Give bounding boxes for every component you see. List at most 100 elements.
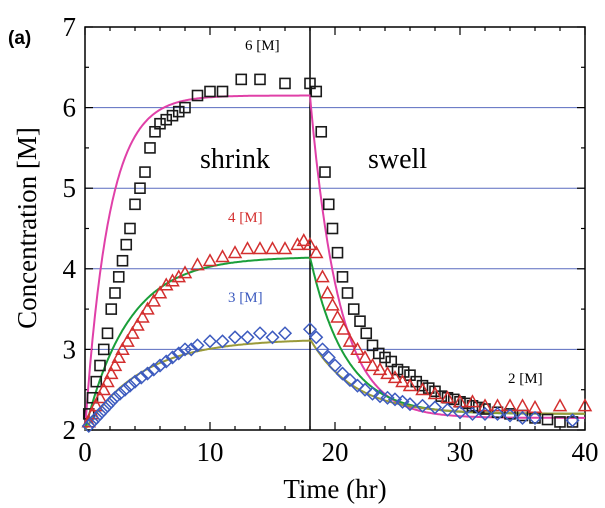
data-point-triangle xyxy=(227,245,243,259)
y-axis-label: Concentration [M] xyxy=(12,127,42,329)
data-point-square xyxy=(336,271,349,283)
data-point-triangle xyxy=(135,309,150,323)
data-point-triangle xyxy=(265,241,280,255)
data-point-diamond xyxy=(427,400,443,415)
data-point-triangle xyxy=(315,269,330,283)
data-point-square xyxy=(347,303,360,315)
data-point-triangle xyxy=(350,341,365,355)
data-point-square xyxy=(216,85,229,98)
data-point-square xyxy=(435,390,448,402)
data-point-square xyxy=(97,343,110,356)
data-point-triangle xyxy=(111,349,127,364)
data-point-triangle xyxy=(380,366,395,380)
data-point-triangle xyxy=(125,325,140,339)
data-point-triangle xyxy=(308,245,324,259)
data-point-triangle xyxy=(290,237,305,251)
data-point-triangle xyxy=(107,357,123,372)
data-point-triangle xyxy=(402,378,418,392)
data-point-triangle xyxy=(100,374,115,388)
data-point-triangle xyxy=(81,414,97,428)
data-points xyxy=(81,73,593,434)
data-point-square xyxy=(166,109,179,122)
data-point-square xyxy=(372,347,385,360)
data-point-triangle xyxy=(365,357,380,372)
data-point-square xyxy=(116,254,129,267)
data-point-triangle xyxy=(415,382,430,396)
data-point-square xyxy=(416,379,429,392)
label-4M: 4 [M] xyxy=(228,210,263,226)
x-tick-label: 40 xyxy=(572,437,599,467)
data-point-diamond xyxy=(527,410,543,425)
data-point-diamond xyxy=(252,326,268,341)
data-point-diamond xyxy=(202,334,218,349)
data-point-square xyxy=(279,77,291,90)
data-point-diamond xyxy=(321,350,336,365)
data-point-diamond xyxy=(92,406,108,421)
data-point-triangle xyxy=(330,309,345,323)
data-point-square xyxy=(360,327,373,340)
y-tick-label: 5 xyxy=(63,173,77,203)
data-point-diamond xyxy=(335,366,350,381)
data-point-square xyxy=(397,366,410,378)
data-point-diamond xyxy=(127,374,143,389)
label-2M: 2 [M] xyxy=(508,371,543,387)
data-point-diamond xyxy=(171,346,186,361)
y-tick-label: 2 xyxy=(63,415,77,445)
data-point-diamond xyxy=(265,330,280,345)
data-point-triangle xyxy=(120,333,135,347)
data-point-square xyxy=(134,182,146,194)
data-point-diamond xyxy=(240,330,255,345)
y-tick-label: 7 xyxy=(63,12,77,42)
data-point-diamond xyxy=(190,338,205,353)
annotation-shrink: shrink xyxy=(200,144,270,175)
data-point-triangle xyxy=(190,257,205,271)
data-point-square xyxy=(331,246,344,259)
data-point-square xyxy=(139,166,151,178)
x-tick-label: 30 xyxy=(447,437,474,467)
data-point-square xyxy=(109,287,121,299)
data-point-diamond xyxy=(465,406,480,421)
data-point-triangle xyxy=(103,366,119,380)
data-point-triangle xyxy=(325,297,340,311)
data-point-square xyxy=(235,73,248,86)
panel-label: (a) xyxy=(8,28,31,49)
data-point-triangle xyxy=(320,285,335,299)
data-point-square xyxy=(129,198,141,211)
data-point-triangle xyxy=(427,386,443,400)
data-point-triangle xyxy=(515,398,530,412)
data-point-square xyxy=(304,77,316,90)
data-point-diamond xyxy=(357,382,373,397)
data-point-square xyxy=(422,382,435,394)
data-point-diamond xyxy=(477,406,493,421)
data-point-square xyxy=(554,416,566,428)
data-point-square xyxy=(94,359,106,372)
data-point-square xyxy=(160,113,173,126)
data-point-diamond xyxy=(342,372,358,388)
data-point-triangle xyxy=(171,269,187,283)
data-point-square xyxy=(354,315,366,327)
y-tick-label: 4 xyxy=(63,254,77,284)
data-point-diamond xyxy=(365,386,380,401)
data-point-square xyxy=(391,363,404,376)
data-point-diamond xyxy=(152,358,168,373)
data-point-diamond xyxy=(81,418,96,434)
data-point-diamond xyxy=(350,378,365,393)
data-point-diamond xyxy=(107,390,123,405)
data-point-square xyxy=(310,85,323,98)
data-point-diamond xyxy=(112,386,128,401)
data-point-square xyxy=(154,117,166,130)
label-3M: 3 [M] xyxy=(228,290,263,306)
data-point-square xyxy=(322,198,335,211)
data-point-triangle xyxy=(146,293,162,307)
data-point-diamond xyxy=(215,334,230,349)
label-6M: 6 [M] xyxy=(245,38,280,54)
data-point-diamond xyxy=(387,392,403,407)
data-point-triangle xyxy=(440,390,455,404)
data-point-triangle xyxy=(252,241,268,255)
y-tick-label: 3 xyxy=(63,334,77,364)
data-point-triangle xyxy=(552,398,568,412)
data-point-triangle xyxy=(502,398,518,412)
data-point-triangle xyxy=(302,237,318,251)
data-point-square xyxy=(315,125,328,138)
data-point-triangle xyxy=(372,362,388,376)
